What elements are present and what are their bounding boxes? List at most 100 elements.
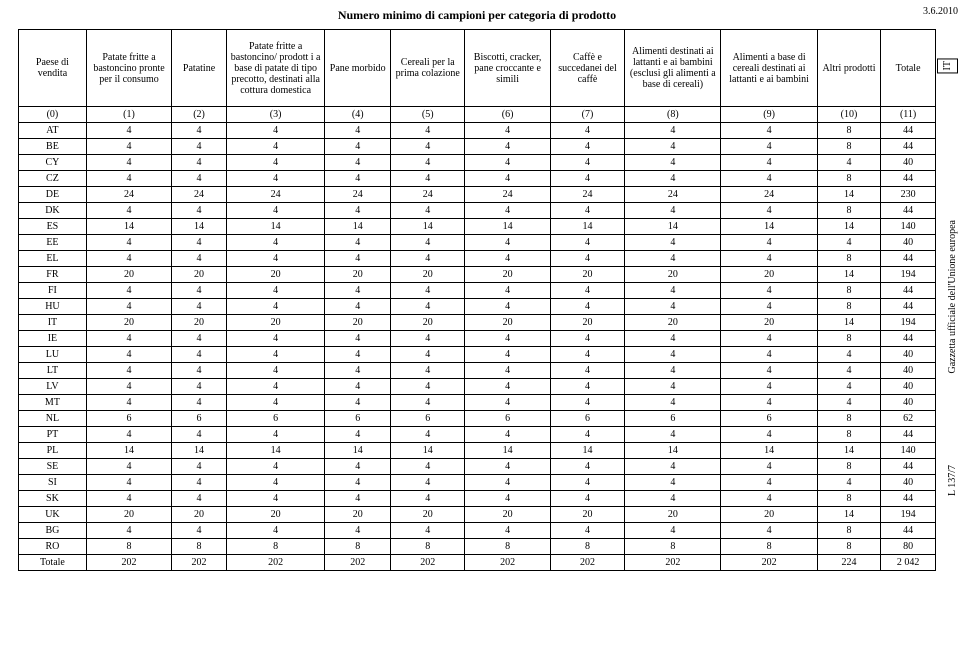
cell: 194 xyxy=(881,507,936,523)
cell: 4 xyxy=(625,395,721,411)
cell: 44 xyxy=(881,331,936,347)
row-country: AT xyxy=(19,123,87,139)
cell: 20 xyxy=(86,507,171,523)
cell: 4 xyxy=(465,379,550,395)
data-table: Paese di venditaPatate fritte a bastonci… xyxy=(18,29,936,571)
cell: 8 xyxy=(817,539,880,555)
row-country: FI xyxy=(19,283,87,299)
row-country: SI xyxy=(19,475,87,491)
cell: 4 xyxy=(226,283,324,299)
cell: 8 xyxy=(817,203,880,219)
cell: 4 xyxy=(550,459,624,475)
cell: 14 xyxy=(817,507,880,523)
table-row: PT444444444844 xyxy=(19,427,936,443)
cell: 4 xyxy=(721,523,817,539)
cell: 4 xyxy=(226,363,324,379)
cell: 6 xyxy=(86,411,171,427)
cell: 14 xyxy=(550,219,624,235)
cell: 4 xyxy=(817,379,880,395)
cell: 4 xyxy=(817,475,880,491)
cell: 4 xyxy=(325,491,391,507)
cell: 4 xyxy=(721,251,817,267)
table-row: SI444444444440 xyxy=(19,475,936,491)
cell: 24 xyxy=(550,187,624,203)
cell: 4 xyxy=(721,283,817,299)
table-row: LT444444444440 xyxy=(19,363,936,379)
cell: 14 xyxy=(625,219,721,235)
row-country: CZ xyxy=(19,171,87,187)
cell: 44 xyxy=(881,427,936,443)
cell: 4 xyxy=(465,459,550,475)
cell: 4 xyxy=(391,283,465,299)
cell: 4 xyxy=(721,139,817,155)
table-row: NL666666666862 xyxy=(19,411,936,427)
cell: 4 xyxy=(550,523,624,539)
cell: 8 xyxy=(817,123,880,139)
cell: 194 xyxy=(881,267,936,283)
column-header: Caffè e succedanei del caffè xyxy=(550,30,624,107)
row-country: HU xyxy=(19,299,87,315)
cell: 202 xyxy=(550,555,624,571)
cell: 8 xyxy=(817,427,880,443)
cell: 20 xyxy=(226,315,324,331)
cell: 4 xyxy=(86,299,171,315)
cell: 4 xyxy=(721,427,817,443)
cell: 8 xyxy=(817,523,880,539)
cell: 4 xyxy=(86,139,171,155)
column-index: (5) xyxy=(391,107,465,123)
cell: 20 xyxy=(325,507,391,523)
row-country: DK xyxy=(19,203,87,219)
column-header: Patate fritte a bastoncino/ prodott i a … xyxy=(226,30,324,107)
cell: 4 xyxy=(465,283,550,299)
cell: 8 xyxy=(325,539,391,555)
table-row: FR20202020202020202014194 xyxy=(19,267,936,283)
cell: 202 xyxy=(226,555,324,571)
cell: 4 xyxy=(625,203,721,219)
column-header: Pane morbido xyxy=(325,30,391,107)
cell: 4 xyxy=(550,395,624,411)
row-country: EE xyxy=(19,235,87,251)
cell: 44 xyxy=(881,299,936,315)
cell: 4 xyxy=(325,475,391,491)
cell: 4 xyxy=(625,475,721,491)
cell: 4 xyxy=(86,155,171,171)
cell: 20 xyxy=(625,267,721,283)
cell: 4 xyxy=(86,235,171,251)
cell: 4 xyxy=(550,283,624,299)
cell: 20 xyxy=(550,315,624,331)
cell: 40 xyxy=(881,363,936,379)
cell: 20 xyxy=(325,267,391,283)
cell: 4 xyxy=(550,379,624,395)
cell: 4 xyxy=(172,395,227,411)
cell: 4 xyxy=(325,299,391,315)
cell: 20 xyxy=(625,315,721,331)
row-country: BG xyxy=(19,523,87,539)
cell: 62 xyxy=(881,411,936,427)
cell: 14 xyxy=(465,443,550,459)
cell: 4 xyxy=(172,523,227,539)
cell: 8 xyxy=(172,539,227,555)
cell: 24 xyxy=(391,187,465,203)
cell: 24 xyxy=(465,187,550,203)
cell: 202 xyxy=(721,555,817,571)
cell: 4 xyxy=(391,363,465,379)
cell: 20 xyxy=(226,507,324,523)
cell: 4 xyxy=(625,171,721,187)
row-country: IT xyxy=(19,315,87,331)
cell: 8 xyxy=(550,539,624,555)
cell: 230 xyxy=(881,187,936,203)
cell: 4 xyxy=(721,379,817,395)
cell: 8 xyxy=(817,459,880,475)
column-header: Patatine xyxy=(172,30,227,107)
cell: 4 xyxy=(625,283,721,299)
cell: 202 xyxy=(172,555,227,571)
cell: 4 xyxy=(550,235,624,251)
cell: 20 xyxy=(325,315,391,331)
cell: 44 xyxy=(881,491,936,507)
table-row: CZ444444444844 xyxy=(19,171,936,187)
cell: 4 xyxy=(550,427,624,443)
cell: 14 xyxy=(465,219,550,235)
cell: 4 xyxy=(550,363,624,379)
cell: 4 xyxy=(226,299,324,315)
column-header: Cereali per la prima colazione xyxy=(391,30,465,107)
